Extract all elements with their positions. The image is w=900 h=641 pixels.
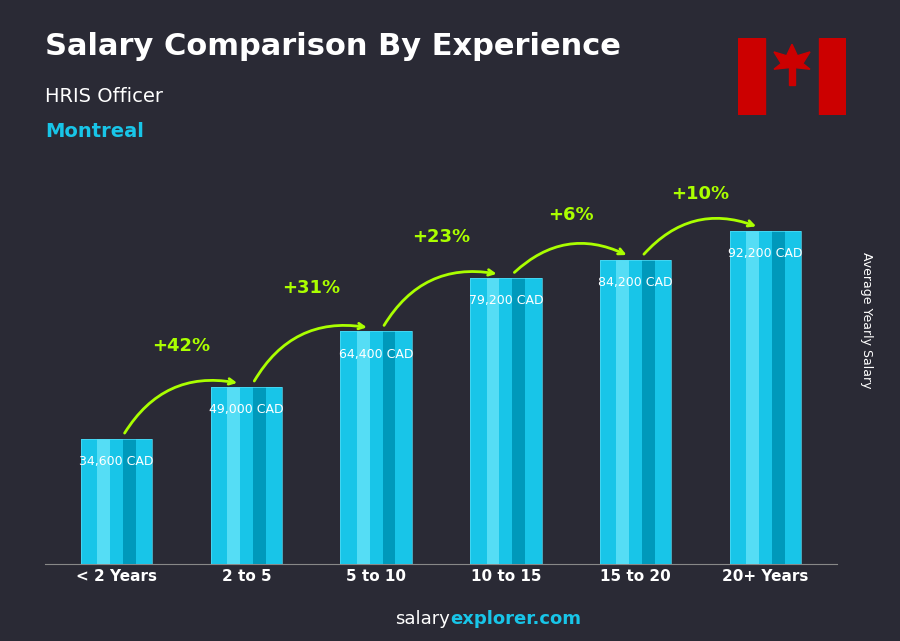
Bar (340, 331, 412, 564)
Polygon shape (774, 44, 810, 69)
Bar (642, 260, 655, 564)
Bar (81, 439, 152, 564)
Text: 92,200 CAD: 92,200 CAD (728, 247, 803, 260)
Bar (123, 439, 136, 564)
Text: Salary Comparison By Experience: Salary Comparison By Experience (45, 32, 621, 61)
Text: +23%: +23% (412, 228, 470, 246)
Bar (340, 331, 412, 564)
Bar (789, 67, 795, 85)
Text: +31%: +31% (283, 279, 340, 297)
Text: explorer.com: explorer.com (450, 610, 581, 628)
Bar (253, 387, 266, 564)
Bar (470, 278, 542, 564)
Bar (227, 387, 240, 564)
Bar (211, 387, 282, 564)
Bar (730, 231, 801, 564)
Text: salary: salary (395, 610, 450, 628)
Bar (211, 387, 282, 564)
Text: 84,200 CAD: 84,200 CAD (598, 276, 673, 289)
Text: +42%: +42% (152, 337, 211, 354)
Bar (97, 439, 111, 564)
Bar (771, 231, 785, 564)
Bar (616, 260, 629, 564)
Text: Montreal: Montreal (45, 122, 144, 141)
Bar (600, 260, 671, 564)
Bar (382, 331, 395, 564)
Text: +10%: +10% (671, 185, 730, 203)
Bar (357, 331, 370, 564)
Bar (470, 278, 542, 564)
Text: 34,600 CAD: 34,600 CAD (79, 455, 154, 469)
Bar (738, 38, 765, 115)
Text: 64,400 CAD: 64,400 CAD (339, 347, 413, 361)
Bar (819, 38, 846, 115)
Bar (512, 278, 525, 564)
Bar (600, 260, 671, 564)
Bar (487, 278, 500, 564)
Text: Average Yearly Salary: Average Yearly Salary (860, 253, 873, 388)
Text: 49,000 CAD: 49,000 CAD (209, 403, 284, 416)
Text: HRIS Officer: HRIS Officer (45, 87, 163, 106)
Bar (81, 439, 152, 564)
Text: +6%: +6% (548, 206, 593, 224)
Bar (730, 231, 801, 564)
Text: 79,200 CAD: 79,200 CAD (469, 294, 544, 307)
Bar (746, 231, 759, 564)
